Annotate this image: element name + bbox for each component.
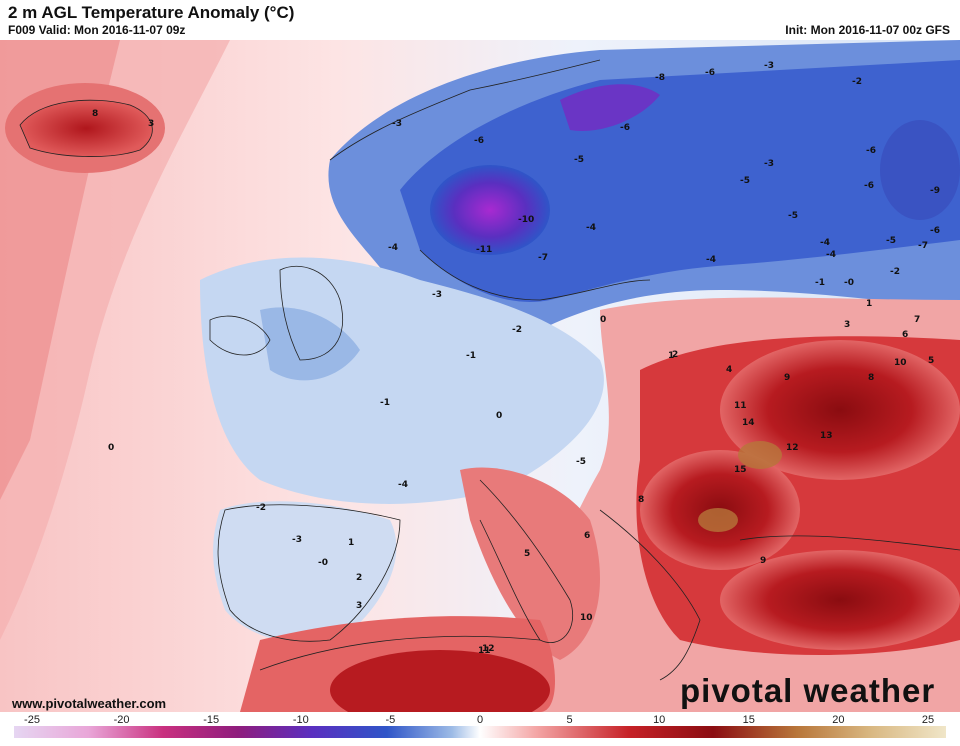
colorbar-tick-label: 15 <box>743 714 755 726</box>
map-label: -6 <box>864 181 874 191</box>
pivotal-weather-logo: pivotal weather <box>680 672 936 709</box>
colorbar-ticks: -25 -20 -15 -10 -5 0 5 10 15 20 25 <box>24 714 934 726</box>
colorbar-tick-label: -20 <box>114 714 130 726</box>
map-label: 6 <box>584 531 590 541</box>
map-label: -1 <box>815 278 825 288</box>
anomaly-map: 8 3 -3 -6 -8 -6 -3 -2 -4 -6 -5 -6 -5 -3 … <box>0 40 960 712</box>
colorbar-tick-label: -25 <box>24 714 40 726</box>
map-label: -2 <box>890 267 900 277</box>
map-label: 1 <box>866 299 872 309</box>
map-label: 11 <box>478 646 491 656</box>
valid-time: F009 Valid: Mon 2016-11-07 09z <box>8 23 186 37</box>
map-label: -3 <box>432 290 442 300</box>
map-label: 5 <box>928 356 934 366</box>
map-label: 4 <box>726 365 732 375</box>
map-label: -8 <box>655 73 665 83</box>
map-label: -2 <box>256 503 266 513</box>
anomaly-map-canvas: 8 3 -3 -6 -8 -6 -3 -2 -4 -6 -5 -6 -5 -3 … <box>0 40 960 712</box>
map-label: -5 <box>574 155 584 165</box>
map-label: 10 <box>580 613 593 623</box>
colorbar-tick-label: 5 <box>567 714 573 726</box>
map-label: 12 <box>786 443 799 453</box>
map-label: 15 <box>734 465 747 475</box>
map-label: -5 <box>886 236 896 246</box>
map-label: -4 <box>820 238 830 248</box>
map-label: 1 <box>668 351 674 361</box>
init-time: Init: Mon 2016-11-07 00z GFS <box>785 23 950 37</box>
colorbar-tick-label: -5 <box>386 714 396 726</box>
map-label: 8 <box>638 495 644 505</box>
map-label: 2 <box>356 573 362 583</box>
map-label: 12 <box>482 644 495 654</box>
map-label: 10 <box>894 358 907 368</box>
map-label: 1 <box>348 538 354 548</box>
map-label: -3 <box>292 535 302 545</box>
map-label: -6 <box>474 136 484 146</box>
map-label: -5 <box>740 176 750 186</box>
map-label: 2 <box>672 350 678 360</box>
map-label: 3 <box>844 320 850 330</box>
map-title: 2 m AGL Temperature Anomaly (°C) <box>8 3 295 22</box>
map-label: 8 <box>868 373 874 383</box>
map-label: -11 <box>476 245 492 255</box>
colorbar-tick-label: -10 <box>293 714 309 726</box>
map-label: 9 <box>760 556 766 566</box>
map-label: -9 <box>930 186 940 196</box>
map-label: -3 <box>764 61 774 71</box>
colorbar-tick-label: 10 <box>653 714 665 726</box>
map-label: -5 <box>788 211 798 221</box>
map-label: -6 <box>705 68 715 78</box>
map-header: 2 m AGL Temperature Anomaly (°C) F009 Va… <box>0 0 960 40</box>
map-label: 13 <box>820 431 833 441</box>
colorbar-gradient <box>14 726 946 738</box>
map-label: -4 <box>398 480 408 490</box>
colorbar-tick-label: 25 <box>922 714 934 726</box>
map-label: -6 <box>930 226 940 236</box>
map-label: 0 <box>108 443 114 453</box>
colorbar-svg: -25 -20 -15 -10 -5 0 5 10 15 20 25 <box>14 714 946 738</box>
map-label: -3 <box>392 119 402 129</box>
map-label: 14 <box>742 418 755 428</box>
map-label: -7 <box>918 241 928 251</box>
colorbar-tick-label: 20 <box>832 714 844 726</box>
map-label: 9 <box>784 373 790 383</box>
map-label: -5 <box>576 457 586 467</box>
map-label: 8 <box>92 109 98 119</box>
map-label: 3 <box>356 601 362 611</box>
map-label: 11 <box>734 401 747 411</box>
map-label: -4 <box>586 223 596 233</box>
map-label: -1 <box>380 398 390 408</box>
colorbar: -25 -20 -15 -10 -5 0 5 10 15 20 25 <box>14 712 946 741</box>
anomaly-labels: 8 3 -3 -6 -8 -6 -3 -2 -4 -6 -5 -6 -5 -3 … <box>92 61 940 656</box>
map-label: -2 <box>852 77 862 87</box>
map-label: 0 <box>496 411 502 421</box>
map-label: -6 <box>866 146 876 156</box>
map-label: -7 <box>538 253 548 263</box>
map-label: -0 <box>844 278 854 288</box>
map-label: -3 <box>764 159 774 169</box>
coastlines <box>19 59 960 681</box>
colorbar-tick-label: 0 <box>477 714 483 726</box>
map-label: -10 <box>518 215 534 225</box>
map-label: -4 <box>706 255 716 265</box>
map-label: 0 <box>600 315 606 325</box>
map-label: -2 <box>512 325 522 335</box>
map-label: 3 <box>148 119 154 129</box>
map-label: -4 <box>826 250 836 260</box>
map-label: -1 <box>466 351 476 361</box>
map-label: 7 <box>914 315 920 325</box>
website-text: www.pivotalweather.com <box>12 696 167 711</box>
map-label: -4 <box>388 243 398 253</box>
map-label: 6 <box>902 330 908 340</box>
map-label: -0 <box>318 558 328 568</box>
map-label: 5 <box>524 549 530 559</box>
colorbar-tick-label: -15 <box>203 714 219 726</box>
map-label: -6 <box>620 123 630 133</box>
